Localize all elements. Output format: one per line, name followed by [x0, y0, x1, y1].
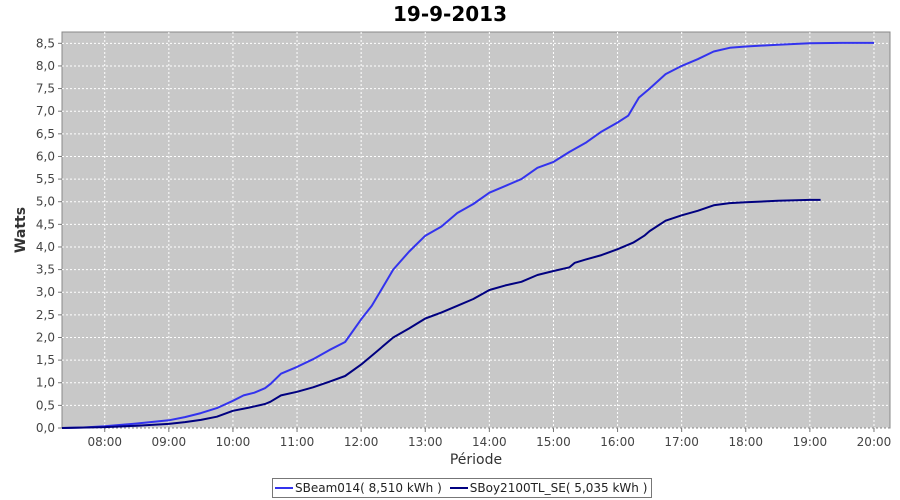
y-tick-label: 4,0	[36, 240, 55, 254]
x-tick-label: 12:00	[344, 435, 379, 449]
y-axis-ticks: 0,0 0,5 1,0 1,5 2,0 2,5 3,0 3,5 4,0 4,5 5,0 5,5 6,0 6…	[36, 36, 62, 435]
y-tick-label: 2,0	[36, 330, 55, 344]
y-tick-label: 8,0	[36, 59, 55, 73]
series-line-2	[61, 198, 821, 429]
y-tick-label: 1,0	[36, 376, 55, 390]
y-tick-label: 7,5	[36, 82, 55, 96]
y-tick-label: 5,5	[36, 172, 55, 186]
series-lines	[61, 41, 874, 429]
x-tick-label: 11:00	[280, 435, 315, 449]
legend-label: SBoy2100TL_SE( 5,035 kWh )	[469, 481, 648, 495]
x-tick-label: 16:00	[600, 435, 635, 449]
y-tick-label: 8,5	[36, 36, 55, 50]
x-tick-label: 18:00	[728, 435, 763, 449]
y-tick-label: 0,0	[36, 421, 55, 435]
y-tick-label: 7,0	[36, 104, 55, 118]
x-tick-label: 20:00	[857, 435, 892, 449]
y-tick-label: 3,5	[36, 263, 55, 277]
y-tick-label: 2,5	[36, 308, 55, 322]
legend: SBeam014( 8,510 kWh ) SBoy2100TL_SE( 5,03…	[272, 478, 653, 498]
x-tick-label: 19:00	[793, 435, 828, 449]
y-tick-label: 5,0	[36, 195, 55, 209]
series-line-1	[61, 41, 874, 429]
x-tick-label: 17:00	[664, 435, 699, 449]
x-tick-label: 13:00	[408, 435, 443, 449]
x-tick-label: 15:00	[536, 435, 571, 449]
y-tick-label: 6,0	[36, 149, 55, 163]
y-tick-label: 4,5	[36, 217, 55, 231]
legend-swatch	[449, 487, 468, 489]
legend-entry-1: SBeam014( 8,510 kWh )	[275, 481, 442, 495]
x-tick-label: 10:00	[216, 435, 251, 449]
y-tick-label: 6,5	[36, 127, 55, 141]
x-tick-label: 08:00	[87, 435, 122, 449]
y-tick-label: 3,0	[36, 285, 55, 299]
x-tick-label: 14:00	[472, 435, 507, 449]
legend-entry-2: SBoy2100TL_SE( 5,035 kWh )	[449, 481, 648, 495]
x-axis-ticks: 08:00 09:00 10:00 11:00 12:00 13:00 14:00 15:00…	[87, 428, 891, 449]
y-tick-label: 0,5	[36, 398, 55, 412]
x-tick-label: 09:00	[152, 435, 187, 449]
y-axis-label: Watts	[13, 207, 29, 253]
plot-area	[61, 31, 891, 429]
legend-swatch	[275, 487, 293, 489]
x-axis-label: Période	[450, 452, 502, 468]
y-tick-label: 1,5	[36, 353, 55, 367]
chart-title: 19-9-2013	[392, 2, 507, 26]
legend-label: SBeam014( 8,510 kWh )	[295, 481, 442, 495]
